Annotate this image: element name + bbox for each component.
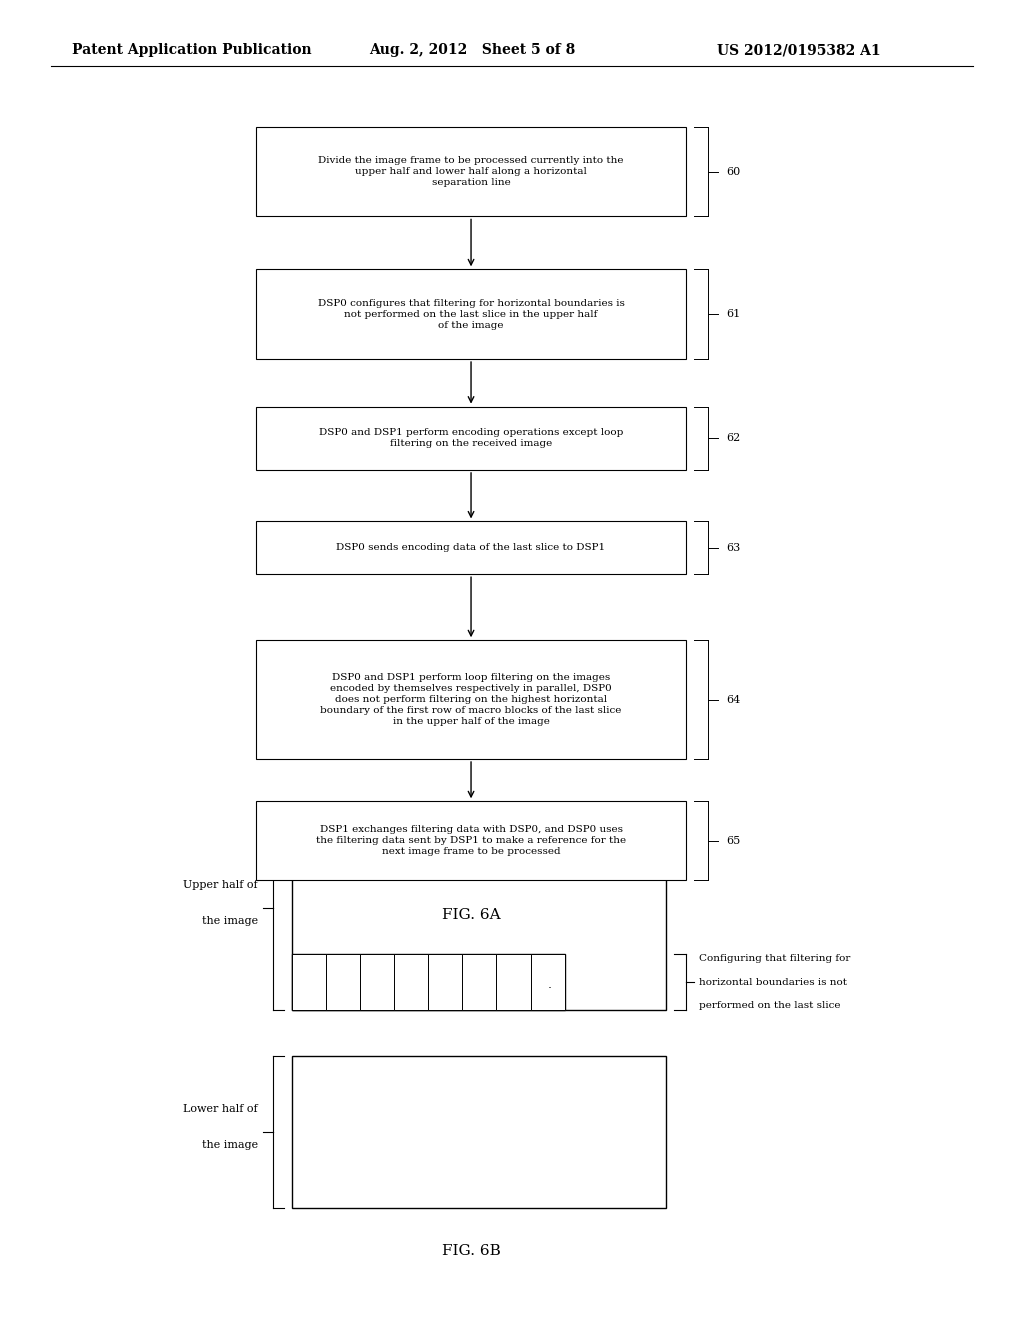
Bar [256,640,686,759]
Text: 65: 65 [726,836,740,846]
Text: Configuring that filtering for: Configuring that filtering for [699,954,851,962]
Bar [428,954,463,1010]
Text: Upper half of: Upper half of [183,880,258,890]
Bar [256,801,686,880]
Bar [497,954,530,1010]
Text: Divide the image frame to be processed currently into the
upper half and lower h: Divide the image frame to be processed c… [318,156,624,187]
Bar [530,954,564,1010]
Text: horizontal boundaries is not: horizontal boundaries is not [699,978,848,986]
Bar [292,954,564,1010]
Bar [256,407,686,470]
Bar [292,805,666,1010]
Text: Aug. 2, 2012   Sheet 5 of 8: Aug. 2, 2012 Sheet 5 of 8 [369,44,574,57]
Text: FIG. 6A: FIG. 6A [441,908,501,921]
Text: US 2012/0195382 A1: US 2012/0195382 A1 [717,44,881,57]
Text: 60: 60 [726,166,740,177]
Bar [256,521,686,574]
Text: FIG. 6B: FIG. 6B [441,1245,501,1258]
Text: the image: the image [202,1140,258,1150]
Bar [292,1056,666,1208]
Text: 64: 64 [726,694,740,705]
Text: 62: 62 [726,433,740,444]
Text: 63: 63 [726,543,740,553]
Text: the image: the image [202,916,258,925]
Text: .: . [548,978,551,991]
Text: Lower half of: Lower half of [183,1105,258,1114]
Text: 61: 61 [726,309,740,319]
Text: DSP0 and DSP1 perform encoding operations except loop
filtering on the received : DSP0 and DSP1 perform encoding operation… [318,428,624,449]
Bar [256,127,686,216]
Bar [326,954,360,1010]
Text: performed on the last slice: performed on the last slice [699,1002,841,1010]
Text: DSP0 and DSP1 perform loop filtering on the images
encoded by themselves respect: DSP0 and DSP1 perform loop filtering on … [321,673,622,726]
Text: DSP0 configures that filtering for horizontal boundaries is
not performed on the: DSP0 configures that filtering for horiz… [317,298,625,330]
Text: DSP0 sends encoding data of the last slice to DSP1: DSP0 sends encoding data of the last sli… [337,544,605,552]
Text: DSP1 exchanges filtering data with DSP0, and DSP0 uses
the filtering data sent b: DSP1 exchanges filtering data with DSP0,… [316,825,626,857]
Bar [463,954,497,1010]
Bar [256,269,686,359]
Bar [360,954,394,1010]
Bar [394,954,428,1010]
Text: Patent Application Publication: Patent Application Publication [72,44,311,57]
Bar [292,954,326,1010]
